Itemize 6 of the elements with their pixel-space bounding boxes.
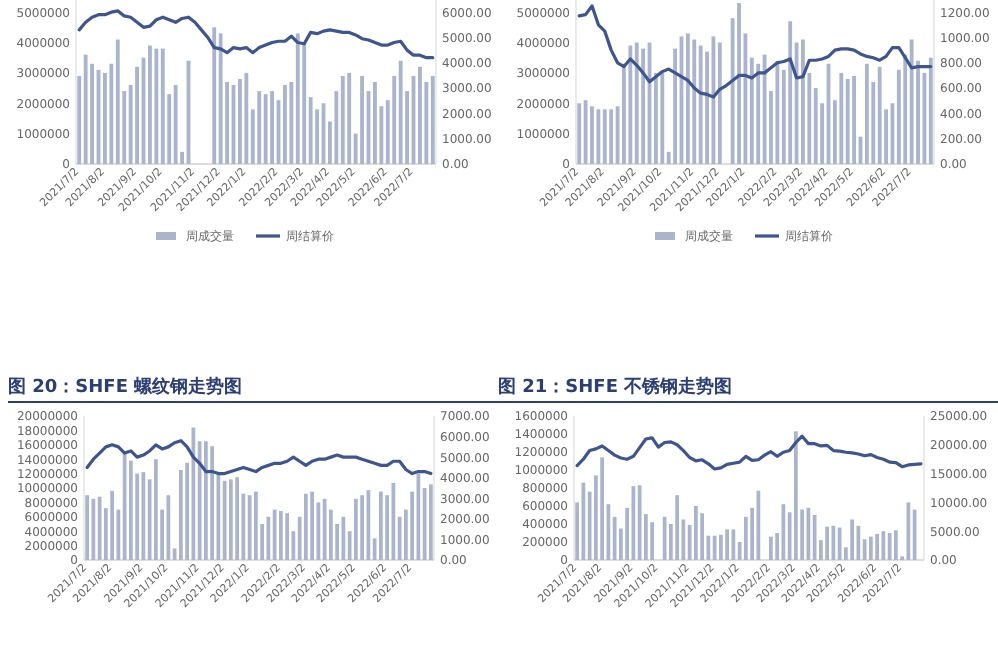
line-series xyxy=(77,9,435,60)
line-series xyxy=(85,439,433,476)
chart-title: 图 21：SHFE 不锈钢走势图 xyxy=(498,376,733,398)
chart-title: 图 20：SHFE 螺纹钢走势图 xyxy=(8,376,243,398)
line-series xyxy=(575,434,923,471)
line-series xyxy=(577,4,933,99)
